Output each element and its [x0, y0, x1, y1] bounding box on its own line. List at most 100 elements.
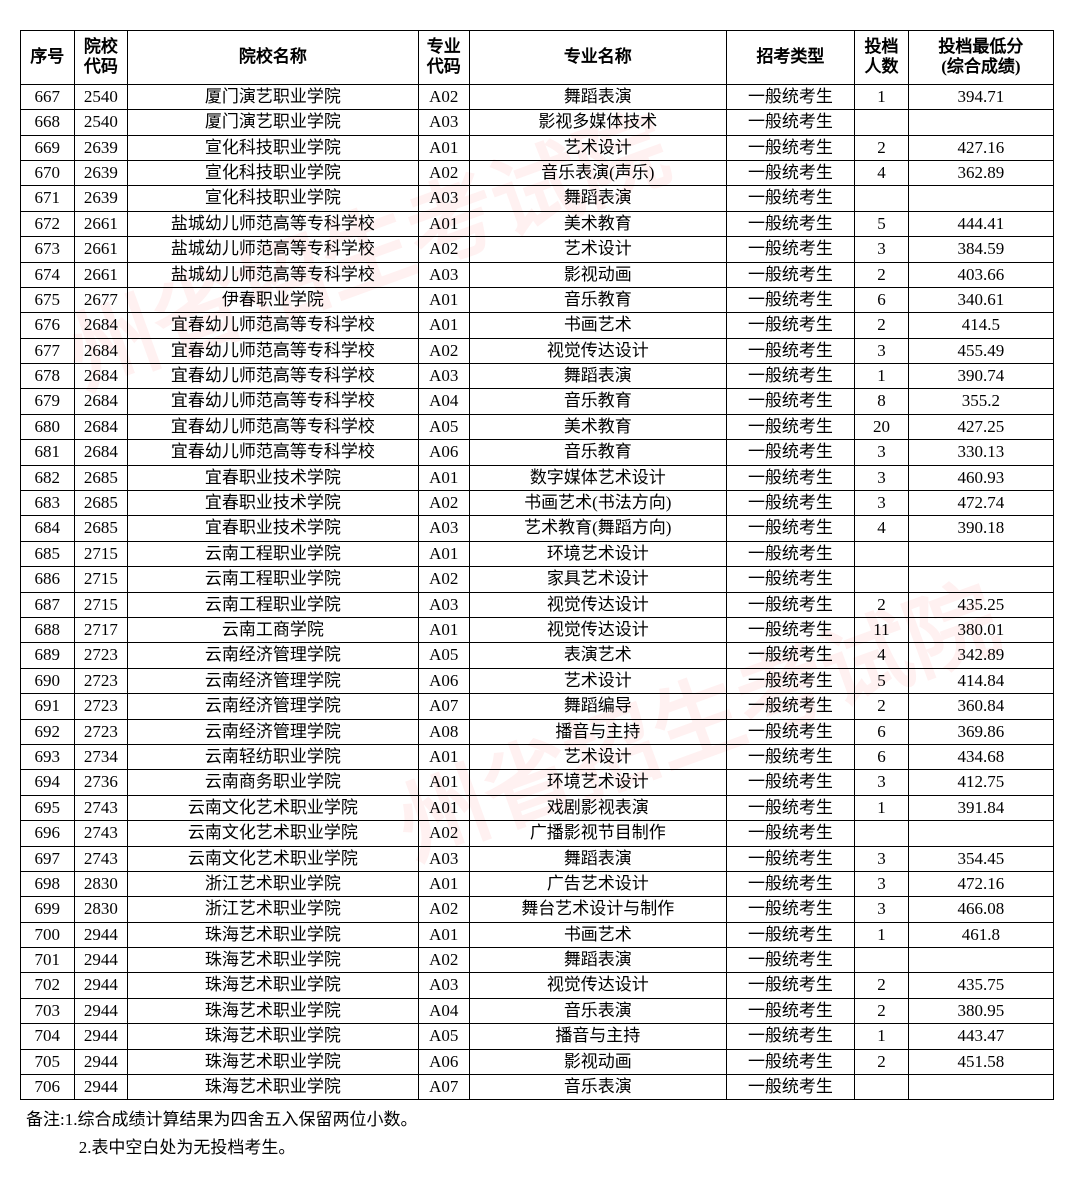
- cell-count: 5: [855, 211, 909, 236]
- cell-school_code: 2715: [74, 592, 128, 617]
- cell-exam_type: 一般统考生: [726, 821, 854, 846]
- cell-school_name: 云南轻纺职业学院: [128, 744, 418, 769]
- cell-major_name: 影视动画: [469, 1049, 726, 1074]
- cell-major_code: A04: [418, 998, 469, 1023]
- header-major-code: 专业代码: [418, 31, 469, 85]
- cell-major_code: A01: [418, 541, 469, 566]
- cell-score: 414.84: [908, 668, 1053, 693]
- cell-school_name: 云南文化艺术职业学院: [128, 846, 418, 871]
- cell-count: 3: [855, 871, 909, 896]
- cell-count: 2: [855, 1049, 909, 1074]
- cell-major_name: 影视动画: [469, 262, 726, 287]
- table-row: 6792684宜春幼儿师范高等专科学校A04音乐教育一般统考生8355.2: [21, 389, 1054, 414]
- cell-seq: 675: [21, 287, 75, 312]
- cell-school_code: 2661: [74, 211, 128, 236]
- cell-score: 380.95: [908, 998, 1053, 1023]
- table-row: 7032944珠海艺术职业学院A04音乐表演一般统考生2380.95: [21, 998, 1054, 1023]
- cell-major_name: 艺术设计: [469, 744, 726, 769]
- cell-major_code: A01: [418, 617, 469, 642]
- cell-school_code: 2540: [74, 110, 128, 135]
- cell-exam_type: 一般统考生: [726, 668, 854, 693]
- cell-exam_type: 一般统考生: [726, 948, 854, 973]
- cell-score: 443.47: [908, 1024, 1053, 1049]
- cell-major_code: A02: [418, 948, 469, 973]
- cell-major_code: A03: [418, 364, 469, 389]
- cell-seq: 673: [21, 237, 75, 262]
- cell-school_name: 云南商务职业学院: [128, 770, 418, 795]
- cell-school_code: 2661: [74, 262, 128, 287]
- cell-count: 5: [855, 668, 909, 693]
- cell-seq: 690: [21, 668, 75, 693]
- cell-major_code: A06: [418, 440, 469, 465]
- table-row: 7042944珠海艺术职业学院A05播音与主持一般统考生1443.47: [21, 1024, 1054, 1049]
- cell-score: 384.59: [908, 237, 1053, 262]
- cell-school_name: 浙江艺术职业学院: [128, 897, 418, 922]
- cell-count: 2: [855, 998, 909, 1023]
- cell-score: 444.41: [908, 211, 1053, 236]
- cell-score: 466.08: [908, 897, 1053, 922]
- cell-seq: 693: [21, 744, 75, 769]
- cell-score: 460.93: [908, 465, 1053, 490]
- cell-school_name: 珠海艺术职业学院: [128, 948, 418, 973]
- table-row: 6702639宣化科技职业学院A02音乐表演(声乐)一般统考生4362.89: [21, 160, 1054, 185]
- cell-exam_type: 一般统考生: [726, 1049, 854, 1074]
- cell-seq: 684: [21, 516, 75, 541]
- cell-major_code: A02: [418, 897, 469, 922]
- cell-seq: 698: [21, 871, 75, 896]
- notes: 备注:1.综合成绩计算结果为四舍五入保留两位小数。 2.表中空白处为无投档考生。: [20, 1106, 1054, 1160]
- cell-major_name: 艺术设计: [469, 668, 726, 693]
- cell-exam_type: 一般统考生: [726, 871, 854, 896]
- cell-score: 360.84: [908, 694, 1053, 719]
- cell-count: 2: [855, 973, 909, 998]
- cell-school_code: 2639: [74, 186, 128, 211]
- cell-school_code: 2684: [74, 440, 128, 465]
- cell-school_code: 2685: [74, 465, 128, 490]
- cell-major_code: A03: [418, 846, 469, 871]
- cell-score: 369.86: [908, 719, 1053, 744]
- cell-count: 6: [855, 719, 909, 744]
- cell-major_name: 戏剧影视表演: [469, 795, 726, 820]
- cell-count: 2: [855, 592, 909, 617]
- cell-major_name: 舞蹈表演: [469, 948, 726, 973]
- cell-school_name: 宜春职业技术学院: [128, 491, 418, 516]
- table-row: 6682540厦门演艺职业学院A03影视多媒体技术一般统考生: [21, 110, 1054, 135]
- cell-school_name: 宜春幼儿师范高等专科学校: [128, 414, 418, 439]
- cell-school_name: 云南文化艺术职业学院: [128, 795, 418, 820]
- cell-seq: 689: [21, 643, 75, 668]
- cell-score: 354.45: [908, 846, 1053, 871]
- cell-school_code: 2734: [74, 744, 128, 769]
- cell-school_name: 伊春职业学院: [128, 287, 418, 312]
- cell-seq: 704: [21, 1024, 75, 1049]
- cell-school_code: 2944: [74, 948, 128, 973]
- table-row: 7002944珠海艺术职业学院A01书画艺术一般统考生1461.8: [21, 922, 1054, 947]
- admissions-table: 序号 院校代码 院校名称 专业代码 专业名称 招考类型 投档人数 投档最低分(综…: [20, 30, 1054, 1100]
- cell-seq: 702: [21, 973, 75, 998]
- cell-seq: 691: [21, 694, 75, 719]
- table-row: 6882717云南工商学院A01视觉传达设计一般统考生11380.01: [21, 617, 1054, 642]
- cell-exam_type: 一般统考生: [726, 440, 854, 465]
- cell-school_code: 2723: [74, 719, 128, 744]
- cell-school_code: 2540: [74, 84, 128, 109]
- cell-school_name: 浙江艺术职业学院: [128, 871, 418, 896]
- cell-major_code: A02: [418, 237, 469, 262]
- cell-count: 6: [855, 744, 909, 769]
- cell-school_code: 2944: [74, 1024, 128, 1049]
- cell-seq: 706: [21, 1075, 75, 1100]
- cell-school_name: 云南工商学院: [128, 617, 418, 642]
- cell-score: 427.16: [908, 135, 1053, 160]
- cell-major_name: 音乐教育: [469, 287, 726, 312]
- cell-count: 3: [855, 770, 909, 795]
- cell-exam_type: 一般统考生: [726, 160, 854, 185]
- cell-score: [908, 948, 1053, 973]
- cell-major_name: 音乐表演: [469, 998, 726, 1023]
- cell-exam_type: 一般统考生: [726, 516, 854, 541]
- table-row: 6842685宜春职业技术学院A03艺术教育(舞蹈方向)一般统考生4390.18: [21, 516, 1054, 541]
- cell-count: 3: [855, 237, 909, 262]
- cell-count: 3: [855, 338, 909, 363]
- cell-exam_type: 一般统考生: [726, 338, 854, 363]
- cell-major_code: A02: [418, 821, 469, 846]
- cell-count: 4: [855, 516, 909, 541]
- cell-seq: 699: [21, 897, 75, 922]
- cell-score: 451.58: [908, 1049, 1053, 1074]
- cell-major_code: A02: [418, 567, 469, 592]
